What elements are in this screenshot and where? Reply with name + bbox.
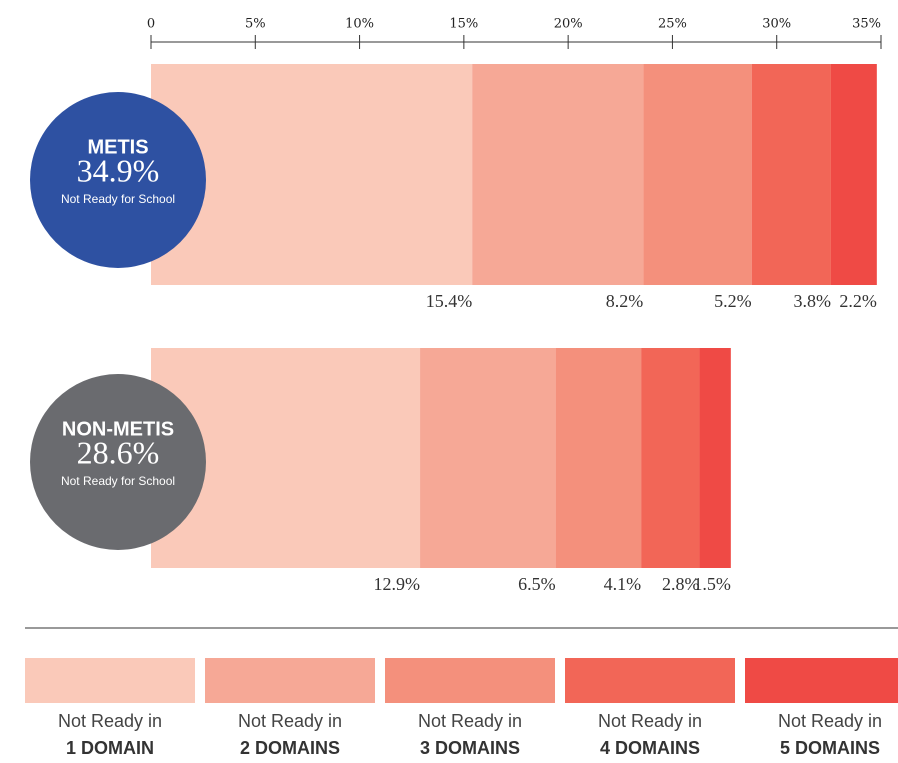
- value-label: 2.2%: [839, 291, 877, 311]
- total-caption: Not Ready for School: [61, 474, 175, 488]
- legend-swatch: [385, 658, 555, 703]
- legend-label: 2 DOMAINS: [240, 738, 340, 758]
- bar-segment: [641, 348, 700, 568]
- bar-segment: [420, 348, 556, 568]
- value-label: 4.1%: [604, 574, 642, 594]
- x-tick-label: 30%: [762, 17, 791, 32]
- legend-prefix: Not Ready in: [598, 711, 702, 731]
- value-label: 6.5%: [518, 574, 556, 594]
- x-tick-label: 15%: [449, 17, 478, 32]
- total-caption: Not Ready for School: [61, 192, 175, 206]
- value-label: 12.9%: [374, 574, 421, 594]
- value-label: 8.2%: [606, 291, 644, 311]
- x-tick-label: 20%: [554, 17, 583, 32]
- category-label: NON-METIS: [62, 418, 174, 440]
- value-label: 3.8%: [793, 291, 831, 311]
- x-tick-label: 0: [147, 17, 155, 32]
- x-tick-label: 25%: [658, 17, 687, 32]
- total-label: 28.6%: [77, 434, 160, 470]
- legend-prefix: Not Ready in: [418, 711, 522, 731]
- bar-segment: [472, 64, 644, 285]
- value-label: 1.5%: [693, 574, 731, 594]
- legend-label: 3 DOMAINS: [420, 738, 520, 758]
- bar-segment: [830, 64, 877, 285]
- legend-swatch: [745, 658, 898, 703]
- legend-prefix: Not Ready in: [238, 711, 342, 731]
- category-badge: [30, 92, 206, 268]
- x-tick-label: 35%: [852, 17, 881, 32]
- x-tick-label: 10%: [345, 17, 374, 32]
- legend-prefix: Not Ready in: [58, 711, 162, 731]
- bar-segment: [699, 348, 731, 568]
- x-tick-label: 5%: [245, 17, 266, 32]
- legend-swatch: [205, 658, 375, 703]
- legend-label: 1 DOMAIN: [66, 738, 154, 758]
- legend-swatch: [25, 658, 195, 703]
- value-label: 5.2%: [714, 291, 752, 311]
- value-label: 15.4%: [426, 291, 473, 311]
- bar-segment: [643, 64, 752, 285]
- legend-label: 4 DOMAINS: [600, 738, 700, 758]
- bar-segment: [751, 64, 831, 285]
- legend-prefix: Not Ready in: [778, 711, 882, 731]
- legend-swatch: [565, 658, 735, 703]
- total-label: 34.9%: [77, 152, 160, 188]
- category-badge: [30, 374, 206, 550]
- bar-segment: [555, 348, 642, 568]
- legend-label: 5 DOMAINS: [780, 738, 880, 758]
- category-label: METIS: [87, 136, 148, 158]
- value-label: 2.8%: [662, 574, 700, 594]
